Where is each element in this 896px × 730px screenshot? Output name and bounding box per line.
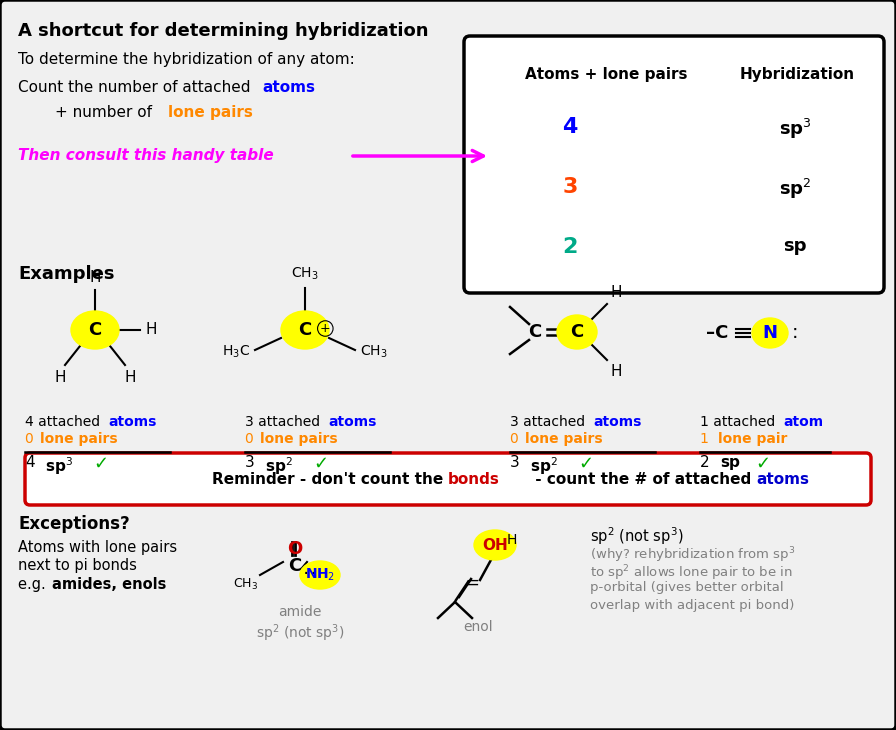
- Ellipse shape: [557, 315, 597, 349]
- Text: 4 attached: 4 attached: [25, 415, 105, 429]
- Text: C: C: [529, 323, 541, 341]
- Text: Hybridization: Hybridization: [740, 67, 855, 82]
- Text: + number of: + number of: [55, 105, 157, 120]
- Text: amide: amide: [279, 605, 322, 619]
- Text: ✓: ✓: [755, 455, 771, 473]
- Text: ✓: ✓: [93, 455, 108, 473]
- Text: 3 attached: 3 attached: [510, 415, 590, 429]
- Text: Exceptions?: Exceptions?: [18, 515, 130, 533]
- Text: bonds: bonds: [448, 472, 500, 488]
- Text: sp$^2$: sp$^2$: [265, 455, 293, 477]
- Text: H: H: [55, 370, 65, 385]
- Text: H: H: [90, 270, 100, 285]
- Text: 3 attached: 3 attached: [245, 415, 324, 429]
- Text: H: H: [507, 533, 517, 547]
- Text: A shortcut for determining hybridization: A shortcut for determining hybridization: [18, 22, 428, 40]
- Text: To determine the hybridization of any atom:: To determine the hybridization of any at…: [18, 52, 355, 67]
- Text: sp$^2$ (not sp$^3$): sp$^2$ (not sp$^3$): [255, 622, 344, 644]
- Text: =: =: [465, 574, 479, 592]
- Text: ✓: ✓: [578, 455, 593, 473]
- Text: C: C: [89, 321, 101, 339]
- Text: atoms: atoms: [593, 415, 642, 429]
- Text: lone pairs: lone pairs: [525, 432, 603, 446]
- Text: OH: OH: [482, 537, 508, 553]
- Text: C: C: [298, 321, 312, 339]
- Text: p-orbital (gives better orbital: p-orbital (gives better orbital: [590, 581, 784, 594]
- Text: H: H: [611, 285, 623, 300]
- Text: atoms: atoms: [756, 472, 809, 488]
- Text: enol: enol: [463, 620, 493, 634]
- Text: atom: atom: [783, 415, 823, 429]
- Text: Then consult this handy table: Then consult this handy table: [18, 148, 274, 163]
- Ellipse shape: [281, 311, 329, 349]
- Text: N: N: [762, 324, 778, 342]
- Text: ✓: ✓: [313, 455, 328, 473]
- Text: sp$^3$: sp$^3$: [45, 455, 73, 477]
- Text: 2: 2: [700, 455, 710, 470]
- Text: +: +: [320, 322, 331, 335]
- Text: atoms: atoms: [328, 415, 376, 429]
- Text: Reminder - don't count the: Reminder - don't count the: [211, 472, 448, 488]
- Ellipse shape: [71, 311, 119, 349]
- Text: lone pairs: lone pairs: [168, 105, 253, 120]
- Text: CH$_3$: CH$_3$: [291, 266, 319, 282]
- Text: 4: 4: [25, 455, 35, 470]
- Text: to sp$^2$ allows lone pair to be in: to sp$^2$ allows lone pair to be in: [590, 563, 793, 583]
- Text: sp$^2$: sp$^2$: [779, 177, 811, 201]
- Text: atoms: atoms: [108, 415, 157, 429]
- Text: 3: 3: [245, 455, 254, 470]
- Text: Atoms + lone pairs: Atoms + lone pairs: [525, 67, 687, 82]
- Text: 4: 4: [563, 117, 578, 137]
- Text: Count the number of attached: Count the number of attached: [18, 80, 255, 95]
- Text: ..: ..: [302, 563, 318, 577]
- Text: C: C: [571, 323, 583, 341]
- Text: H: H: [145, 323, 157, 337]
- Ellipse shape: [752, 318, 788, 348]
- Text: O: O: [288, 540, 303, 558]
- Text: C: C: [289, 557, 302, 575]
- Text: 0: 0: [25, 432, 39, 446]
- Text: CH$_3$: CH$_3$: [360, 344, 388, 360]
- Text: 1 attached: 1 attached: [700, 415, 780, 429]
- Text: next to pi bonds: next to pi bonds: [18, 558, 137, 573]
- Text: sp$^3$: sp$^3$: [779, 117, 812, 141]
- Text: sp$^2$ (not sp$^3$): sp$^2$ (not sp$^3$): [590, 525, 684, 547]
- Text: lone pairs: lone pairs: [260, 432, 338, 446]
- Text: CH$_3$: CH$_3$: [233, 577, 258, 592]
- Text: 0: 0: [245, 432, 258, 446]
- Text: 0: 0: [510, 432, 523, 446]
- Text: 2: 2: [563, 237, 578, 257]
- Text: :: :: [792, 323, 798, 342]
- Ellipse shape: [300, 561, 340, 589]
- Text: sp$^2$: sp$^2$: [530, 455, 558, 477]
- Text: Atoms with lone pairs: Atoms with lone pairs: [18, 540, 177, 555]
- Text: 3: 3: [563, 177, 578, 197]
- Text: (why? rehybridization from sp$^3$: (why? rehybridization from sp$^3$: [590, 545, 796, 564]
- FancyBboxPatch shape: [464, 36, 884, 293]
- Text: - count the # of attached: - count the # of attached: [530, 472, 756, 488]
- Ellipse shape: [474, 530, 516, 560]
- Text: e.g.: e.g.: [18, 577, 50, 592]
- Text: H: H: [611, 364, 623, 379]
- Text: –C: –C: [706, 324, 728, 342]
- Text: amides, enols: amides, enols: [52, 577, 167, 592]
- Text: 1: 1: [700, 432, 718, 446]
- Text: sp: sp: [720, 455, 740, 470]
- Text: Examples: Examples: [18, 265, 115, 283]
- Text: NH$_2$: NH$_2$: [305, 566, 335, 583]
- Text: sp: sp: [783, 237, 806, 255]
- Text: 3: 3: [510, 455, 520, 470]
- Text: H$_3$C: H$_3$C: [222, 344, 250, 360]
- Text: H: H: [125, 370, 136, 385]
- Text: atoms: atoms: [262, 80, 315, 95]
- Text: overlap with adjacent pi bond): overlap with adjacent pi bond): [590, 599, 795, 612]
- FancyBboxPatch shape: [25, 453, 871, 505]
- Text: lone pairs: lone pairs: [40, 432, 117, 446]
- Text: lone pair: lone pair: [718, 432, 788, 446]
